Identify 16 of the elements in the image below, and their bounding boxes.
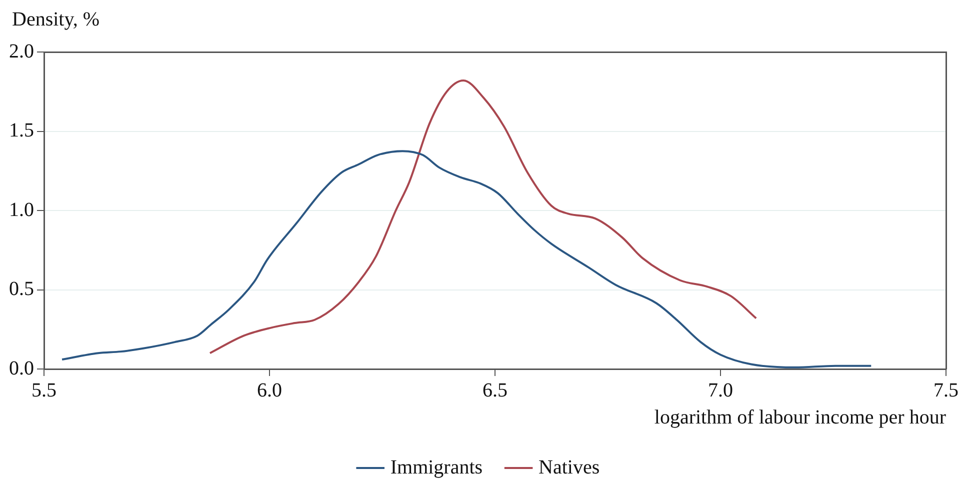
y-tick-label: 1.5 [9, 120, 34, 142]
x-axis-title: logarithm of labour income per hour [654, 406, 946, 428]
line-series [208, 80, 758, 354]
x-tick-label: 7.0 [708, 379, 733, 402]
y-tick-label: 0.0 [9, 357, 34, 380]
legend-label: Immigrants [390, 456, 483, 478]
line-series [61, 150, 872, 368]
y-axis-title: Density, % [12, 8, 100, 30]
y-tick-label: 1.0 [9, 198, 34, 221]
x-tick-label: 7.5 [934, 379, 958, 402]
x-tick-label: 5.5 [32, 379, 56, 402]
y-tick-label: 0.5 [9, 278, 34, 300]
y-tick-label: 2.0 [9, 40, 34, 62]
x-tick-label: 6.0 [257, 379, 282, 402]
legend-label: Natives [538, 456, 600, 478]
x-tick-label: 6.5 [482, 379, 508, 402]
